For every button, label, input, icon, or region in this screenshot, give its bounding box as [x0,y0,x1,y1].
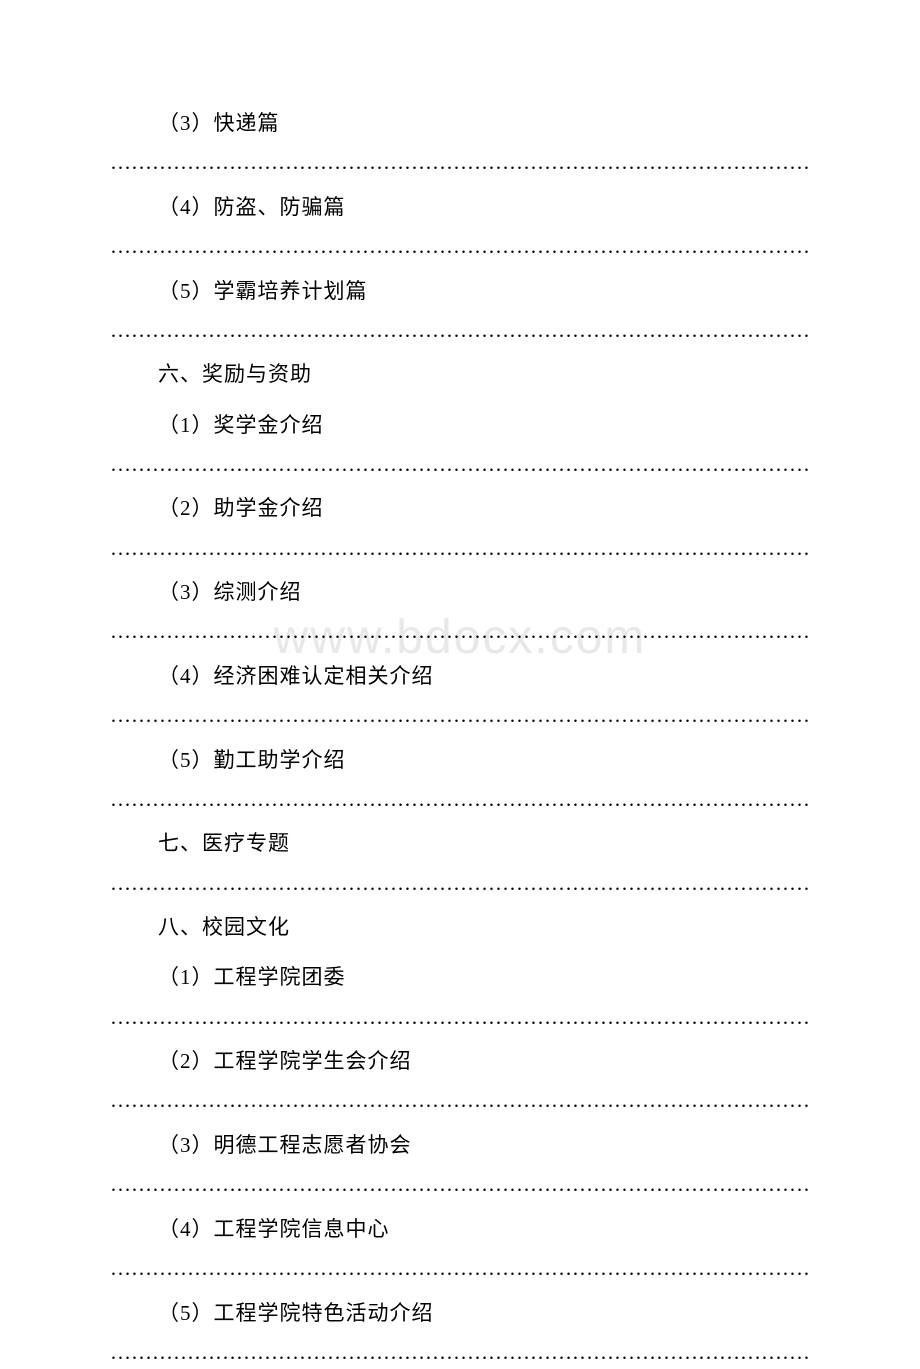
toc-entry-title: （2）助学金介绍 [110,485,810,531]
toc-entry: 六、奖励与资助 [110,351,810,397]
toc-entry: （3）快递篇…………………………………………………………………………………………… [110,100,810,180]
toc-entry: （4）防盗、防骗篇…………………………………………………………………………………… [110,184,810,264]
toc-entry-title: 八、校园文化 [110,904,810,950]
toc-entry-leader: …………………………………………………………………………………………………………… [110,699,810,733]
toc-entry-leader: …………………………………………………………………………………………………………… [110,783,810,817]
toc-entry: （1）工程学院团委…………………………………………………………………………………… [110,954,810,1034]
toc-entry: （5）勤工助学介绍…………………………………………………………………………………… [110,737,810,817]
toc-entry-title: （5）学霸培养计划篇 [110,268,810,314]
toc-entry-title: （1）奖学金介绍 [110,402,810,448]
toc-entry: （5）工程学院特色活动介绍………………………………………………………………………… [110,1290,810,1369]
toc-entry-leader: …………………………………………………………………………………………………………… [110,1084,810,1118]
toc-entry-title: （4）经济困难认定相关介绍 [110,653,810,699]
toc-entry: （3）综测介绍………………………………………………………………………………………… [110,569,810,649]
toc-entry-leader: …………………………………………………………………………………………………………… [110,1168,810,1202]
toc-entry: （4）工程学院信息中心……………………………………………………………………………… [110,1206,810,1286]
toc-entry: （4）经济困难认定相关介绍………………………………………………………………………… [110,653,810,733]
toc-entry-leader: …………………………………………………………………………………………………………… [110,448,810,482]
toc-entry-leader: …………………………………………………………………………………………………………… [110,1336,810,1369]
toc-entry-title: （3）快递篇 [110,100,810,146]
toc-entry-title: 七、医疗专题 [110,820,810,866]
toc-container: （3）快递篇…………………………………………………………………………………………… [110,100,810,1369]
toc-entry-title: （5）工程学院特色活动介绍 [110,1290,810,1336]
toc-entry-leader: …………………………………………………………………………………………………………… [110,1252,810,1286]
toc-entry-title: （1）工程学院团委 [110,954,810,1000]
toc-entry: （2）助学金介绍……………………………………………………………………………………… [110,485,810,565]
toc-entry: （5）学霸培养计划篇………………………………………………………………………………… [110,268,810,348]
toc-entry-leader: …………………………………………………………………………………………………………… [110,867,810,901]
toc-entry: （3）明德工程志愿者协会…………………………………………………………………………… [110,1122,810,1202]
toc-entry: （2）工程学院学生会介绍…………………………………………………………………………… [110,1038,810,1118]
toc-entry-leader: …………………………………………………………………………………………………………… [110,314,810,348]
toc-entry-leader: …………………………………………………………………………………………………………… [110,146,810,180]
toc-entry-title: （2）工程学院学生会介绍 [110,1038,810,1084]
toc-entry-leader: …………………………………………………………………………………………………………… [110,532,810,566]
toc-entry-leader: …………………………………………………………………………………………………………… [110,230,810,264]
toc-entry-title: （4）工程学院信息中心 [110,1206,810,1252]
toc-entry: 八、校园文化 [110,904,810,950]
toc-entry-title: （5）勤工助学介绍 [110,737,810,783]
toc-entry-title: （4）防盗、防骗篇 [110,184,810,230]
toc-entry-title: 六、奖励与资助 [110,351,810,397]
toc-entry: （1）奖学金介绍……………………………………………………………………………………… [110,402,810,482]
toc-entry: 七、医疗专题…………………………………………………………………………………………… [110,820,810,900]
toc-entry-title: （3）综测介绍 [110,569,810,615]
toc-entry-leader: …………………………………………………………………………………………………………… [110,1001,810,1035]
toc-entry-leader: …………………………………………………………………………………………………………… [110,615,810,649]
toc-entry-title: （3）明德工程志愿者协会 [110,1122,810,1168]
